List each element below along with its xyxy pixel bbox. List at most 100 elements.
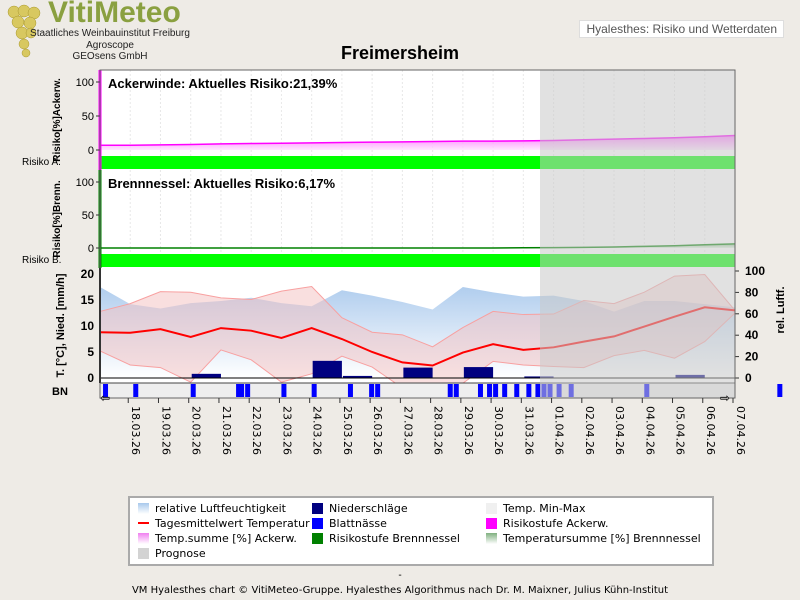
- legend-swatch: [312, 502, 323, 514]
- risk-band-label-brenn: Risiko B.: [22, 255, 61, 266]
- leaf-wetness-mark: [239, 384, 245, 397]
- x-tick-label: 01.04.26: [553, 406, 566, 455]
- leaf-wetness-mark: [281, 384, 287, 397]
- y2-tick-label: 20: [745, 350, 759, 364]
- leaf-wetness-mark: [190, 384, 196, 397]
- legend-item: Temp.summe [%] Ackerw.: [138, 531, 297, 545]
- legend-swatch: [312, 517, 323, 529]
- y2-tick-label: 100: [745, 264, 765, 278]
- y-tick-label: 100: [76, 77, 94, 89]
- legend-item: Blattnässe: [312, 516, 387, 530]
- legend-item: relative Luftfeuchtigkeit: [138, 501, 286, 515]
- leaf-wetness-mark: [375, 384, 381, 397]
- legend-item: Risikostufe Brennnessel: [312, 531, 460, 545]
- leaf-wetness-mark: [103, 384, 109, 397]
- logo-grapes-icon: [6, 2, 42, 60]
- legend-item: Tagesmittelwert Temperatur: [138, 516, 310, 530]
- y-tick-label: 0: [87, 371, 94, 385]
- legend-swatch: [138, 522, 149, 524]
- x-tick-label: 24.03.26: [311, 406, 324, 455]
- leaf-wetness-mark: [477, 384, 483, 397]
- leaf-wetness-mark: [347, 384, 353, 397]
- x-tick-label: 21.03.26: [220, 406, 233, 455]
- x-tick-label: 27.03.26: [401, 406, 414, 455]
- x-tick-label: 25.03.26: [341, 406, 354, 455]
- y-tick-label: 0: [88, 145, 94, 157]
- x-tick-label: 19.03.26: [159, 406, 172, 455]
- separator: -: [398, 570, 402, 581]
- scroll-right-icon[interactable]: ⇨: [720, 391, 730, 405]
- leaf-wetness-mark: [777, 384, 783, 397]
- x-tick-label: 29.03.26: [462, 406, 475, 455]
- legend-swatch: [138, 502, 149, 514]
- leaf-wetness-mark: [502, 384, 508, 397]
- x-tick-label: 02.04.26: [583, 406, 596, 455]
- logo-text: VitiMeteo: [48, 0, 181, 29]
- y-tick-label: 20: [81, 267, 95, 281]
- legend-label: Risikostufe Brennnessel: [329, 531, 460, 545]
- x-tick-label: 18.03.26: [129, 406, 142, 455]
- legend-item: Prognose: [138, 546, 206, 560]
- y2-axis-title: rel. Luftf.: [775, 286, 787, 333]
- legend-label: Niederschläge: [329, 501, 408, 515]
- org-line-3: GEOsens GmbH: [72, 51, 148, 62]
- legend-swatch: [312, 532, 323, 544]
- x-tick-label: 20.03.26: [190, 406, 203, 455]
- legend-swatch: [486, 517, 497, 529]
- y-axis-title-weather: T. [°C], Nied. [mm/h]: [55, 273, 67, 377]
- x-tick-label: 28.03.26: [432, 406, 445, 455]
- legend-label: relative Luftfeuchtigkeit: [155, 501, 286, 515]
- plot-border: [99, 69, 736, 399]
- risk-band-label-acker: Risiko A.: [22, 157, 61, 168]
- leaf-wetness-mark: [535, 384, 541, 397]
- chart-type-label: Hyalesthes: Risiko und Wetterdaten: [579, 20, 784, 38]
- x-tick-label: 03.04.26: [613, 406, 626, 455]
- leaf-wetness-mark: [245, 384, 251, 397]
- x-tick-label: 05.04.26: [674, 406, 687, 455]
- precip-bar: [403, 367, 433, 378]
- y-tick-label: 5: [87, 345, 94, 359]
- panel-label-brenn: Brennnessel: Aktuelles Risiko:6,17%: [108, 176, 336, 191]
- leaf-wetness-mark: [369, 384, 375, 397]
- legend-label: Tagesmittelwert Temperatur: [155, 516, 310, 530]
- y-axis-title-acker: Risiko[%]Ackerw.: [52, 78, 63, 162]
- legend-swatch: [138, 532, 149, 544]
- x-tick-label: 06.04.26: [704, 406, 717, 455]
- legend-label: Temp.summe [%] Ackerw.: [155, 531, 297, 545]
- precip-bar: [312, 360, 342, 378]
- legend-label: Prognose: [155, 546, 206, 560]
- legend-item: Risikostufe Ackerw.: [486, 516, 608, 530]
- legend-label: Blattnässe: [329, 516, 387, 530]
- scroll-left-icon[interactable]: ⇦: [100, 391, 110, 405]
- legend-label: Temp. Min-Max: [503, 501, 586, 515]
- leaf-wetness-mark: [133, 384, 139, 397]
- footer-credit: VM Hyalesthes chart © VitiMeteo-Gruppe. …: [131, 585, 669, 596]
- y-tick-label: 100: [76, 177, 94, 189]
- forecast-overlay: [540, 70, 735, 398]
- org-line-2: Agroscope: [86, 40, 134, 51]
- precip-bar: [463, 367, 494, 378]
- legend-swatch: [138, 547, 149, 559]
- y2-tick-label: 60: [745, 307, 759, 321]
- leaf-wetness-mark: [447, 384, 453, 397]
- legend-swatch: [486, 502, 497, 514]
- precip-bar: [191, 373, 221, 378]
- leaf-wetness-mark: [487, 384, 493, 397]
- y-tick-label: 50: [82, 210, 94, 222]
- x-tick-label: 22.03.26: [250, 406, 263, 455]
- legend-item: Niederschläge: [312, 501, 408, 515]
- legend-swatch: [486, 532, 497, 544]
- y2-tick-label: 80: [745, 285, 759, 299]
- legend-label: Risikostufe Ackerw.: [503, 516, 609, 530]
- legend-item: Temp. Min-Max: [486, 501, 586, 515]
- x-tick-label: 26.03.26: [371, 406, 384, 455]
- y2-tick-label: 40: [745, 328, 759, 342]
- precip-bar: [342, 375, 373, 378]
- x-tick-label: 30.03.26: [492, 406, 505, 455]
- x-tick-label: 31.03.26: [522, 406, 535, 455]
- legend-label: Temperatursumme [%] Brennnessel: [503, 531, 701, 545]
- leaf-wetness-mark: [493, 384, 499, 397]
- x-tick-label: 07.04.26: [734, 406, 747, 455]
- leaf-wetness-mark: [514, 384, 520, 397]
